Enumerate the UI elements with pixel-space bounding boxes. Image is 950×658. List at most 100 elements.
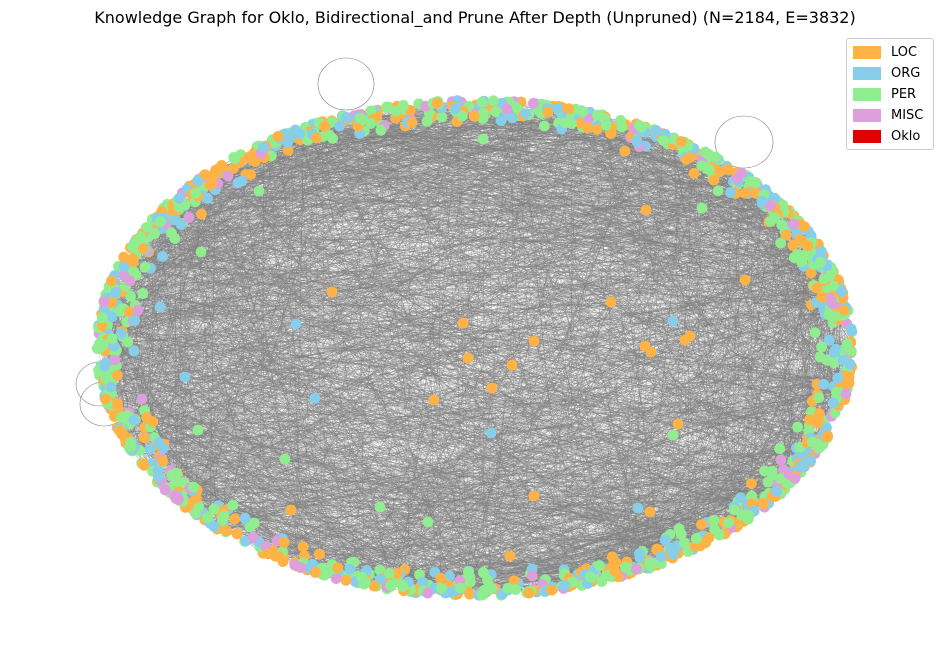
graph-node-loc [746,478,757,489]
graph-node-per [796,256,808,268]
graph-node-loc [821,431,832,443]
graph-node-org [309,392,321,404]
graph-node-loc [138,243,149,255]
graph-node-org [816,246,827,257]
graph-node-loc [506,359,518,371]
graph-node-per [149,228,161,240]
graph-node-loc [310,567,321,578]
graph-node-misc [295,562,307,573]
graph-node-loc [206,178,218,190]
graph-node-org [485,427,497,439]
graph-node-per [248,517,260,529]
graph-node-per [323,129,335,141]
graph-node-per [816,341,827,353]
graph-node-misc [222,170,234,182]
graph-node-loc [319,121,330,132]
graph-node-loc [591,123,603,135]
graph-node-per [192,424,204,436]
graph-node-per [598,112,610,124]
graph-node-org [735,492,746,504]
graph-node-loc [326,286,338,298]
graph-node-org [110,287,122,298]
graph-node-per [774,443,786,455]
graph-node-loc [843,371,855,383]
graph-node-loc [272,131,284,142]
graph-node-per [128,266,140,278]
graph-node-loc [606,551,618,563]
graph-node-per [708,514,720,526]
graph-node-org [823,334,835,346]
graph-node-org [417,576,429,588]
graph-node-per [358,114,370,126]
graph-node-loc [332,562,343,574]
graph-node-per [691,533,702,544]
graph-node-org [632,502,644,514]
graph-node-misc [775,454,787,466]
graph-node-loc [243,151,255,163]
graph-node-loc [739,187,751,199]
graph-node-loc [609,565,621,577]
graph-node-misc [827,298,839,310]
graph-node-loc [368,580,380,592]
graph-node-org [236,175,248,187]
graph-node-per [476,96,488,108]
graph-node-per [774,473,786,485]
graph-node-per [279,453,291,465]
legend-label-oklo: Oklo [891,129,921,144]
graph-node-loc [340,574,352,586]
graph-node-loc [123,306,135,318]
graph-node-loc [805,267,817,279]
graph-node-per [815,256,826,268]
graph-node-loc [811,417,823,429]
graph-node-per [566,118,577,129]
graph-node-org [655,551,667,562]
graph-node-misc [109,354,121,366]
graph-node-misc [788,218,800,230]
graph-node-per [759,465,770,477]
graph-node-loc [838,304,850,316]
graph-node-loc [96,320,108,332]
graph-node-org [290,318,302,330]
graph-node-org [495,115,507,127]
graph-node-loc [105,275,117,287]
graph-node-per [667,429,679,441]
graph-node-org [258,141,269,153]
graph-node-per [477,107,489,119]
graph-title: Knowledge Graph for Oklo, Bidirectional_… [94,8,856,27]
graph-node-loc [127,256,139,268]
graph-node-org [239,512,251,524]
graph-node-org [334,120,345,132]
graph-node-per [120,414,132,425]
graph-node-per [728,504,740,516]
graph-node-loc [644,506,656,518]
graph-node-per [538,120,550,132]
graph-node-per [188,481,200,493]
graph-node-org [118,261,130,273]
graph-node-org [173,192,185,204]
graph-node-per [828,280,840,292]
graph-node-loc [262,548,274,560]
legend-label-misc: MISC [891,108,924,123]
graph-node-loc [619,145,631,157]
graph-node-misc [789,472,801,484]
graph-node-per [765,215,777,227]
graph-node-org [344,563,356,575]
graph-node-org [144,444,156,455]
graph-node-loc [282,144,294,156]
graph-node-org [830,343,842,355]
graph-node-org [837,354,849,366]
graph-node-loc [546,584,558,596]
legend-swatch-org [853,67,881,80]
graph-node-per [744,175,756,187]
graph-node-per [723,517,734,529]
graph-node-org [559,580,570,591]
legend-label-org: ORG [891,66,921,81]
graph-node-per [490,106,502,118]
graph-node-loc [141,411,153,423]
graph-node-loc [688,167,700,179]
graph-node-misc [124,275,136,287]
graph-node-org [444,570,455,582]
graph-node-org [795,460,806,472]
graph-node-org [157,251,168,262]
graph-node-per [375,124,387,136]
